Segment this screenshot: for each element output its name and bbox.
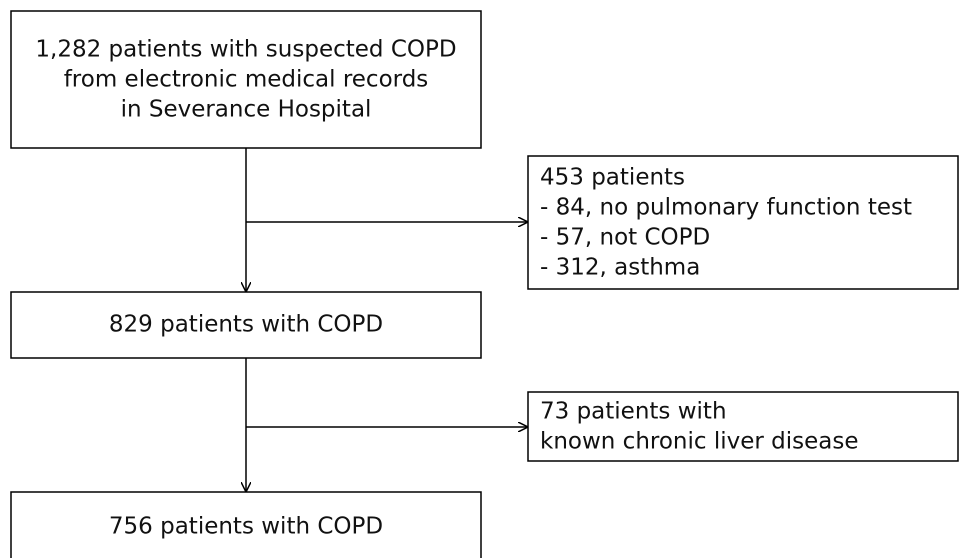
node-text: 453 patients	[540, 165, 685, 191]
node-text: 73 patients with	[540, 399, 727, 425]
node-text: 1,282 patients with suspected COPD	[35, 37, 456, 63]
node-text: 756 patients with COPD	[109, 514, 383, 540]
box	[10, 291, 482, 359]
box	[527, 391, 959, 462]
node-text: - 84, no pulmonary function test	[540, 195, 912, 221]
node-text: in Severance Hospital	[121, 97, 372, 123]
box	[527, 155, 959, 290]
node-text: - 57, not COPD	[540, 225, 710, 251]
node-text: - 312, asthma	[540, 255, 700, 281]
box	[10, 10, 482, 149]
node-text: from electronic medical records	[64, 67, 429, 93]
node-text: known chronic liver disease	[540, 429, 859, 455]
node-text: 829 patients with COPD	[109, 312, 383, 338]
box	[10, 491, 482, 558]
